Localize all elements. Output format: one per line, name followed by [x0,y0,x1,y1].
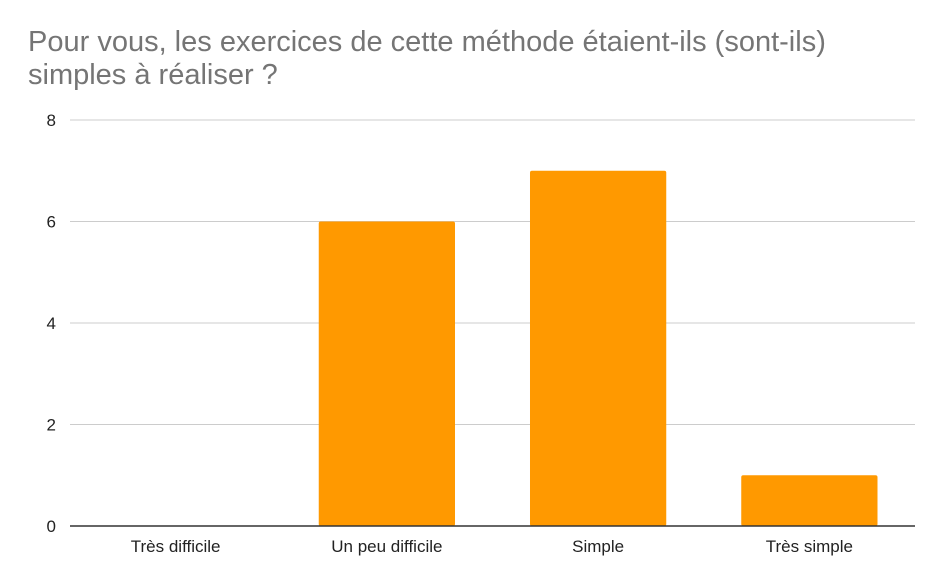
x-tick-label: Très difficile [131,537,221,556]
bar-2 [529,170,667,526]
bars [318,170,878,526]
y-tick-labels: 0 2 4 6 8 [47,111,56,536]
x-tick-label: Simple [572,537,624,556]
x-tick-label: Un peu difficile [331,537,442,556]
x-tick-labels: Très difficile Un peu difficile Simple Très… [131,537,853,556]
y-tick-label: 2 [47,416,56,435]
chart-title: Pour vous, les exercices de cette méthod… [28,26,826,91]
y-tick-label: 4 [47,314,56,333]
y-tick-label: 6 [47,213,56,232]
bar-1 [318,221,456,526]
y-tick-label: 0 [47,517,56,536]
x-tick-label: Très simple [766,537,853,556]
bar-3 [741,475,878,526]
gridlines [70,119,915,425]
y-tick-label: 8 [47,111,56,130]
